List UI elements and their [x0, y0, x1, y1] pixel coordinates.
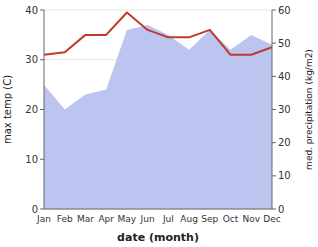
grid-line [44, 10, 272, 11]
x-tick-label: May [118, 214, 137, 224]
x-tick-label: Apr [98, 214, 114, 224]
x-tick-label: Mar [77, 214, 94, 224]
x-tick-label: Aug [180, 214, 198, 224]
y-tick-label: 20 [25, 104, 38, 115]
x-tick-label: Dec [263, 214, 280, 224]
y2-tick-label: 60 [278, 5, 291, 16]
y-tick [40, 10, 44, 11]
x-tick-label: Jun [140, 214, 155, 224]
y2-tick [272, 43, 276, 44]
y-tick [40, 159, 44, 160]
grid [44, 10, 272, 209]
y2-tick [272, 175, 276, 176]
y2-tick [272, 10, 276, 11]
y-tick-label: 40 [25, 5, 38, 16]
plot-area [44, 12, 272, 209]
y-tick [40, 209, 44, 210]
x-tick-label: Nov [242, 214, 260, 224]
y2-tick [272, 109, 276, 110]
y2-tick [272, 76, 276, 77]
x-tick-label: Sep [201, 214, 218, 224]
x-axis-line [44, 209, 272, 210]
y-tick [40, 109, 44, 110]
x-tick-label: Jan [36, 214, 51, 224]
y-axis-label: max temp (C) [2, 75, 13, 144]
x-axis-label: date (month) [117, 231, 199, 244]
y2-tick-label: 50 [278, 38, 291, 49]
precip-area [44, 25, 272, 209]
temp-line [44, 12, 272, 54]
y2-tick-label: 10 [278, 170, 291, 181]
y-tick-label: 0 [32, 204, 38, 215]
y-tick [40, 59, 44, 60]
y2-tick-label: 0 [278, 204, 284, 215]
y-tick-label: 10 [25, 154, 38, 165]
axes: 0 10 20 30 40 0 10 20 30 40 50 60 Jan Feb Mar Apr MayJun… [25, 5, 290, 225]
grid-line [44, 209, 272, 210]
y-tick-label: 30 [25, 54, 38, 65]
y2-tick-label: 20 [278, 137, 291, 148]
y2-tick-label: 40 [278, 71, 291, 82]
x-tick-label: Oct [223, 214, 239, 224]
chart: 0 10 20 30 40 0 10 20 30 40 50 60 Jan Feb Mar Apr MayJun… [0, 0, 318, 247]
x-tick-label: Jul [162, 214, 174, 224]
y2-tick-label: 30 [278, 104, 291, 115]
y2-axis-label: med. precipitation (kg/m2) [304, 49, 314, 170]
y2-tick [272, 142, 276, 143]
x-tick-label: Feb [57, 214, 73, 224]
y2-tick [272, 209, 276, 210]
